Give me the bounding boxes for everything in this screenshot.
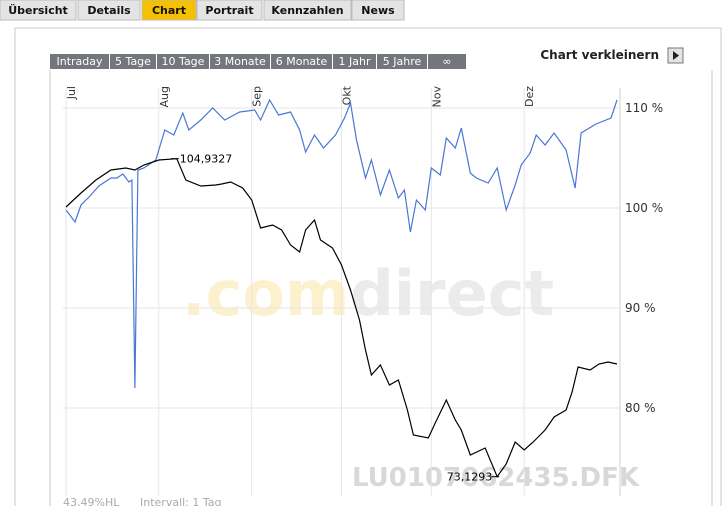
x-tick-label: Sep bbox=[251, 86, 264, 107]
range-tab-label[interactable]: 3 Monate bbox=[214, 55, 266, 68]
range-tab[interactable] bbox=[271, 54, 332, 69]
y-tick-label: 110 % bbox=[625, 101, 663, 115]
tab[interactable] bbox=[196, 0, 263, 21]
tab-label[interactable]: Kennzahlen bbox=[271, 4, 343, 17]
footer-text: 43,49%HL bbox=[63, 496, 120, 506]
range-tab-label[interactable]: Intraday bbox=[56, 55, 103, 68]
x-tick-label: Jul bbox=[65, 86, 78, 100]
y-tick-label: 80 % bbox=[625, 401, 656, 415]
range-tab[interactable] bbox=[333, 54, 376, 69]
tab-label[interactable]: News bbox=[361, 4, 395, 17]
toggle-label[interactable]: Chart verkleinern bbox=[540, 48, 659, 62]
tab-label[interactable]: Chart bbox=[152, 4, 186, 17]
tab-label[interactable]: Details bbox=[87, 4, 131, 17]
range-tab[interactable] bbox=[110, 54, 156, 69]
x-tick-label: Okt bbox=[341, 85, 354, 105]
toggle-arrow bbox=[673, 51, 679, 60]
range-tab-label[interactable]: 5 Jahre bbox=[383, 55, 422, 68]
watermark-brand: direct bbox=[350, 257, 555, 330]
watermark: .comdirect bbox=[182, 257, 554, 330]
footer-text: Intervall: 1 Tag bbox=[140, 496, 222, 506]
range-tab-label[interactable]: 5 Tage bbox=[115, 55, 151, 68]
range-tab[interactable] bbox=[428, 54, 466, 69]
x-tick-label: Dez bbox=[523, 86, 536, 107]
x-tick-label: Nov bbox=[430, 86, 443, 108]
y-tick-label: 90 % bbox=[625, 301, 656, 315]
tab[interactable] bbox=[141, 0, 197, 21]
tab[interactable] bbox=[263, 0, 352, 21]
range-tab[interactable] bbox=[377, 54, 427, 69]
range-tab[interactable] bbox=[50, 54, 109, 69]
tab-label[interactable]: Portrait bbox=[205, 4, 253, 17]
range-tab-label[interactable]: ∞ bbox=[442, 55, 451, 68]
range-tab-label[interactable]: 10 Tage bbox=[162, 55, 205, 68]
y-tick-label: 100 % bbox=[625, 201, 663, 215]
watermark-brand: .com bbox=[182, 257, 350, 330]
panel bbox=[14, 27, 722, 510]
range-tab-label[interactable]: 6 Monate bbox=[276, 55, 328, 68]
annotation-label: 73,1293 bbox=[447, 471, 493, 484]
watermark-symbol: LU0107062435.DFK bbox=[352, 463, 640, 493]
tab[interactable] bbox=[77, 0, 141, 21]
range-tab[interactable] bbox=[210, 54, 270, 69]
series-line bbox=[65, 158, 618, 478]
tab-label[interactable]: Übersicht bbox=[8, 3, 68, 17]
range-tab[interactable] bbox=[157, 54, 209, 69]
series-line bbox=[65, 98, 618, 389]
range-tab-label[interactable]: 1 Jahr bbox=[339, 55, 371, 68]
tab[interactable] bbox=[0, 0, 77, 21]
annotation-label: 104,9327 bbox=[180, 153, 233, 166]
tab[interactable] bbox=[351, 0, 405, 21]
x-tick-label: Aug bbox=[158, 86, 171, 107]
